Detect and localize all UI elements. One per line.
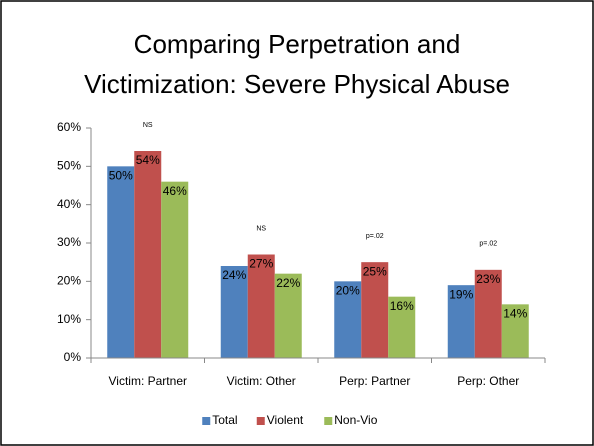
bar bbox=[247, 254, 275, 358]
data-label: 25% bbox=[363, 264, 387, 278]
data-label: 16% bbox=[390, 299, 414, 313]
x-tick-label: Victim: Partner bbox=[109, 374, 187, 388]
x-tick-label: Perp: Partner bbox=[339, 374, 410, 388]
bar bbox=[388, 296, 416, 358]
y-tick-label: 20% bbox=[57, 274, 81, 288]
annotation: p=.02 bbox=[366, 233, 384, 240]
data-label: 22% bbox=[276, 276, 300, 290]
y-tick-label: 30% bbox=[57, 235, 81, 249]
annotation: NS bbox=[256, 225, 266, 232]
bar bbox=[134, 151, 162, 358]
legend-swatch bbox=[324, 417, 333, 425]
annotation: NS bbox=[143, 122, 153, 129]
x-tick-label: Victim: Other bbox=[227, 374, 296, 388]
y-tick-label: 40% bbox=[57, 197, 81, 211]
bar bbox=[361, 262, 389, 358]
bar bbox=[220, 266, 248, 358]
data-label: 54% bbox=[136, 153, 160, 167]
data-label: 24% bbox=[222, 268, 246, 282]
bar bbox=[107, 166, 135, 358]
y-tick-label: 50% bbox=[57, 159, 81, 173]
data-label: 19% bbox=[449, 287, 473, 301]
chart-title: Comparing Perpetration and bbox=[134, 29, 461, 59]
x-tick-label: Perp: Other bbox=[457, 374, 519, 388]
bar bbox=[447, 285, 475, 358]
data-label: 27% bbox=[249, 257, 273, 271]
legend-swatch bbox=[202, 417, 211, 425]
legend-label: Violent bbox=[267, 413, 304, 427]
legend-swatch bbox=[256, 417, 265, 425]
data-label: 23% bbox=[476, 272, 500, 286]
y-tick-label: 10% bbox=[57, 312, 81, 326]
data-label: 46% bbox=[163, 184, 187, 198]
bar bbox=[334, 281, 362, 358]
legend-label: Non-Vio bbox=[334, 413, 377, 427]
bar bbox=[161, 181, 189, 358]
data-label: 14% bbox=[503, 307, 527, 321]
bar bbox=[501, 304, 529, 358]
annotation: p=.02 bbox=[479, 241, 497, 248]
chart-title: Victimization: Severe Physical Abuse bbox=[84, 69, 510, 99]
data-label: 20% bbox=[336, 284, 360, 298]
bar bbox=[274, 273, 302, 358]
y-tick-label: 0% bbox=[64, 350, 82, 364]
y-tick-label: 60% bbox=[57, 120, 81, 134]
data-label: 50% bbox=[109, 169, 133, 183]
legend-label: Total bbox=[212, 413, 237, 427]
bar bbox=[474, 269, 502, 358]
